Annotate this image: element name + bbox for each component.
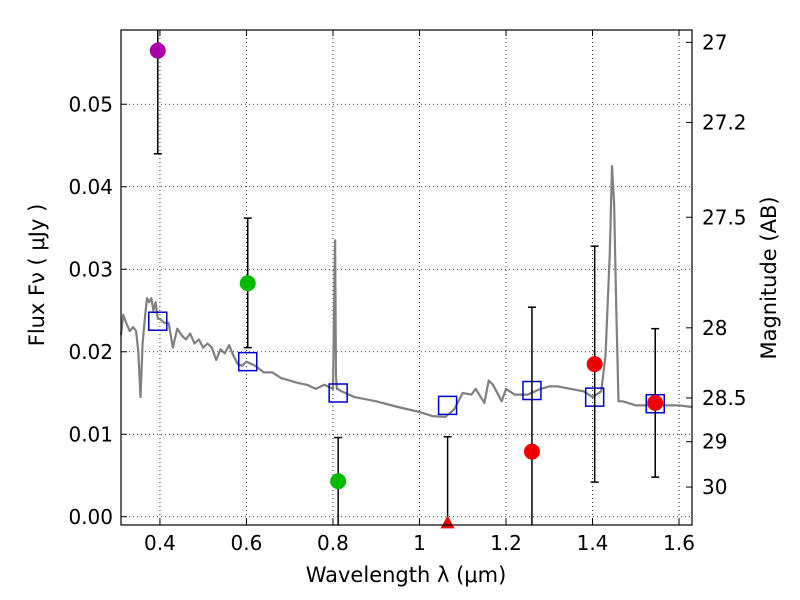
sed-curve-layer: [119, 165, 693, 418]
x-axis-label: Wavelength λ (μm): [306, 563, 507, 587]
x-tick-label: 1.6: [663, 531, 695, 555]
model-photometry-square: [237, 351, 258, 372]
sed-model-curve: [119, 165, 693, 418]
y-tick-label: 0.02: [68, 340, 113, 364]
right-tick-label: 27.5: [702, 205, 747, 229]
x-tick-label: 1.4: [577, 531, 609, 555]
model-photometry-square: [328, 383, 348, 403]
photometry-point: [330, 473, 347, 490]
photometry-point: [586, 356, 603, 373]
grid: [121, 30, 692, 525]
model-photometry-square: [437, 395, 458, 416]
x-tick-label: 1.2: [490, 531, 522, 555]
photometry-point: [647, 394, 664, 411]
x-tick-label: 1: [413, 531, 426, 555]
right-tick-label: 29: [702, 430, 727, 454]
y-tick-label: 0.01: [68, 422, 113, 446]
photometry-point: [149, 42, 166, 59]
y-tick-label: 0.05: [68, 92, 113, 116]
x-tick-label: 0.6: [231, 531, 263, 555]
y-axis-label-left: Flux Fν ( μJy ): [25, 204, 49, 347]
right-tick-label: 28: [702, 316, 727, 340]
right-tick-label: 27: [702, 30, 727, 54]
model-photometry-square: [148, 311, 168, 331]
right-tick-label: 27.2: [702, 110, 747, 134]
photometry-point: [523, 443, 540, 460]
y-tick-label: 0.00: [68, 505, 113, 529]
right-tick-label: 30: [702, 475, 727, 499]
y-tick-label: 0.04: [68, 175, 113, 199]
plot-frame: [120, 29, 693, 526]
x-tick-label: 0.4: [144, 531, 176, 555]
observed-photometry-layer: [149, 30, 664, 529]
photometry-point: [239, 275, 256, 292]
y-axis-label-right: Magnitude (AB): [757, 196, 781, 359]
x-tick-label: 0.8: [317, 531, 349, 555]
ticks-layer: 0.4 0.6 0.8 1 1.2 1.4 1.6 0.00 0.01 0.02 0.03 0.04 0…: [68, 30, 747, 555]
y-tick-label: 0.03: [68, 257, 113, 281]
right-tick-label: 28.5: [702, 386, 747, 410]
